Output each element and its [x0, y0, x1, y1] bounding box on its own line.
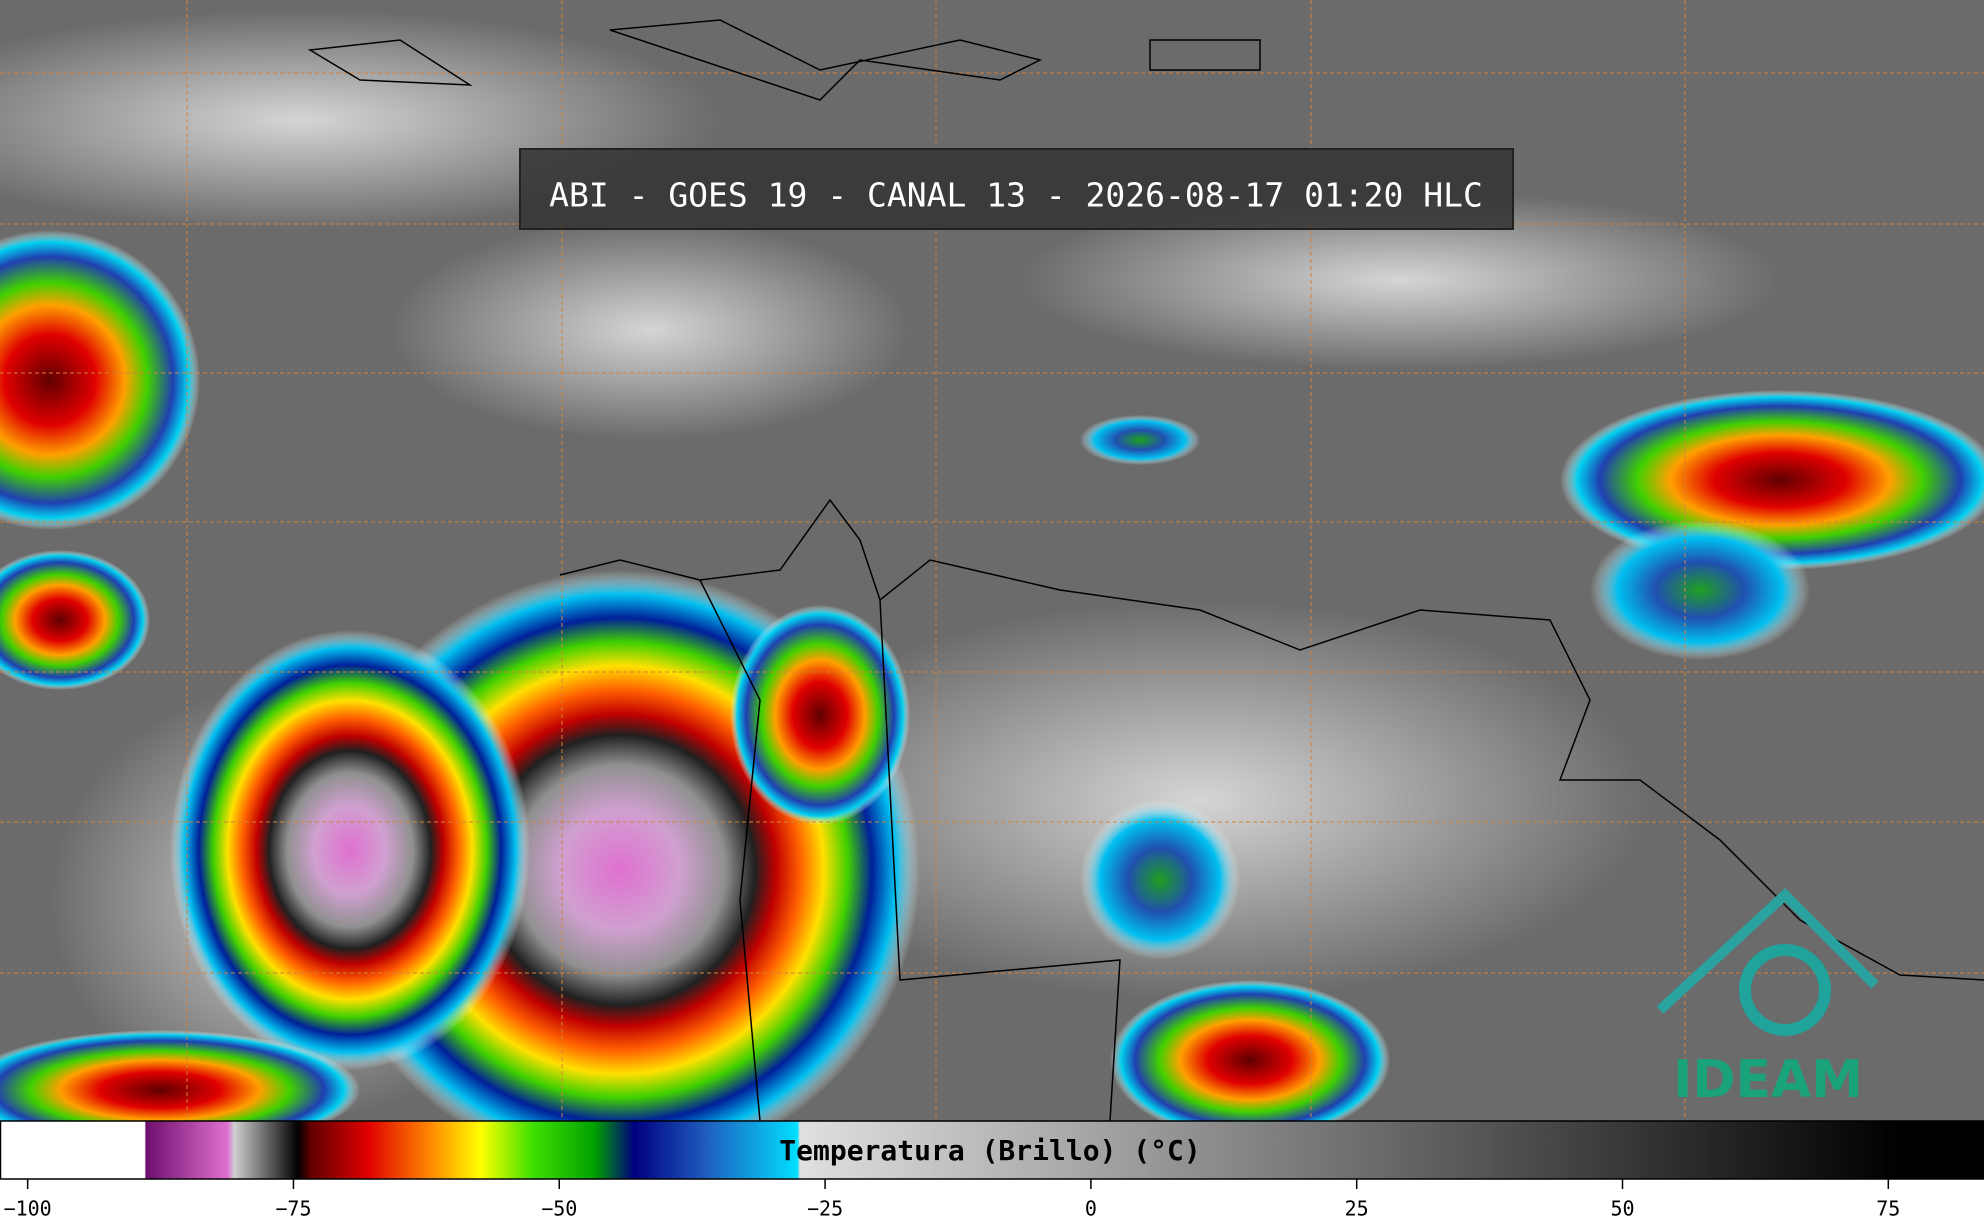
title: ABI - GOES 19 - CANAL 13 - 2026-08-17 01… [549, 176, 1483, 215]
colorbar-segment [1898, 1121, 1984, 1179]
tick-label: −75 [275, 1197, 311, 1221]
colorbar-segment [297, 1121, 311, 1179]
colorbar-segment [799, 1121, 1900, 1179]
tick-label: −25 [807, 1197, 843, 1221]
colorbar-segment [531, 1121, 595, 1179]
colorbar-segment [0, 1121, 146, 1179]
colorbar-segment [480, 1121, 533, 1179]
tick-label: 50 [1610, 1197, 1634, 1221]
colorbar-segment [367, 1121, 433, 1179]
logo: IDEAM [1656, 888, 1879, 1110]
tick-label: −100 [4, 1197, 52, 1221]
tick-label: 75 [1876, 1197, 1900, 1221]
colorbar-segment [310, 1121, 369, 1179]
colorbar-segment [797, 1121, 801, 1179]
logo-text: IDEAM [1673, 1050, 1863, 1110]
colorbar-label: Temperatura (Brillo) (°C) [779, 1134, 1200, 1167]
colorbar-segment [708, 1121, 798, 1179]
colorbar-segment [233, 1121, 299, 1179]
tick-label: 25 [1345, 1197, 1369, 1221]
title-box [519, 148, 1514, 230]
colorbar-segment [594, 1121, 635, 1179]
islands [307, 19, 1261, 101]
graticule [0, 0, 1984, 1121]
tick-label: −50 [541, 1197, 577, 1221]
colorbar-segment [145, 1121, 229, 1179]
colorbar-segment [633, 1121, 709, 1179]
colorbar: −100 −75 −50 −25 0 25 50 75 [0, 1120, 1984, 1221]
colorbar-segment [431, 1121, 482, 1179]
tick-label: 0 [1085, 1197, 1097, 1221]
coastline [559, 498, 1984, 1122]
colorbar-segment [227, 1121, 235, 1179]
colorbar-segment [144, 1121, 147, 1179]
